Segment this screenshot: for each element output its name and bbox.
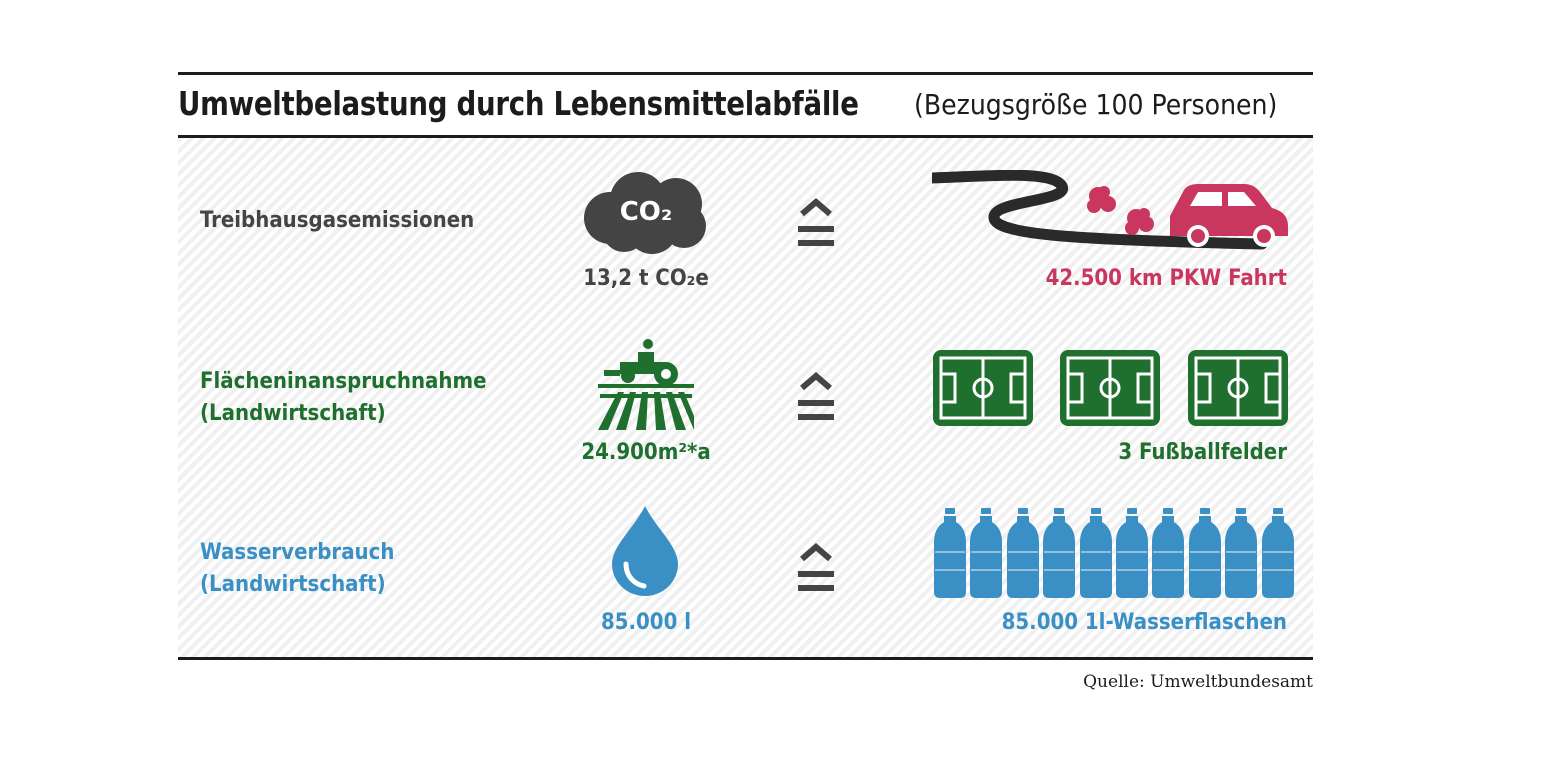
value-land: 24.900m²*a: [581, 440, 711, 465]
water-bottle-icon: [1079, 508, 1112, 598]
value-water: 85.000 l: [600, 610, 692, 635]
title-rule: [178, 135, 1313, 138]
row-label-line: Flächeninanspruchnahme: [200, 369, 487, 394]
equivalence-symbol: [798, 543, 834, 591]
equivalence-symbol: [798, 198, 834, 246]
tractor-field-icon: [598, 339, 694, 430]
title-subtitle: (Bezugsgröße 100 Personen): [914, 88, 1278, 121]
equivalent-greenhouse: 42.500 km PKW Fahrt: [1045, 266, 1287, 291]
row-label-line: (Landwirtschaft): [200, 572, 386, 597]
source-credit: Quelle: Umweltbundesamt: [1083, 672, 1313, 692]
equivalent-water: 85.000 1l-Wasserflaschen: [1001, 610, 1287, 635]
football-field-icon: [1188, 350, 1288, 426]
equivalence-symbol: [798, 372, 834, 420]
football-field-icon: [1060, 350, 1160, 426]
water-bottle-icon: [1116, 508, 1148, 598]
row-label-land: Flächeninanspruchnahme (Landwirtschaft): [200, 366, 487, 430]
water-bottle-icon: [1152, 508, 1185, 598]
row-label-greenhouse: Treibhausgasemissionen: [200, 205, 474, 237]
row-label-line: Treibhausgasemissionen: [200, 208, 475, 233]
top-rule: [178, 72, 1313, 75]
car-on-road-icon: [932, 170, 1288, 250]
water-bottle-icon: [1261, 508, 1294, 598]
title-main: Umweltbelastung durch Lebensmittelabfäll…: [178, 84, 859, 123]
page-title: Umweltbelastung durch Lebensmittelabfäll…: [178, 84, 1313, 128]
water-bottle-icon: [970, 508, 1003, 598]
football-field-icon: [933, 350, 1033, 426]
water-bottle-icon: [934, 508, 966, 598]
water-bottle-icon: [1006, 508, 1039, 598]
row-label-water: Wasserverbrauch (Landwirtschaft): [200, 537, 394, 601]
water-bottle-icon: [1188, 508, 1221, 598]
water-bottle-icon: [1043, 508, 1076, 598]
value-greenhouse: 13,2 t CO₂e: [583, 266, 709, 291]
water-bottle-icon: [1225, 508, 1258, 598]
co2-label: CO₂: [620, 197, 673, 227]
water-drop-icon: [612, 506, 678, 596]
row-label-line: Wasserverbrauch: [200, 540, 395, 565]
co2-cloud-icon: CO₂: [584, 172, 706, 254]
equivalent-land: 3 Fußballfelder: [1118, 440, 1287, 465]
row-label-line: (Landwirtschaft): [200, 401, 386, 426]
bottom-rule: [178, 657, 1313, 660]
